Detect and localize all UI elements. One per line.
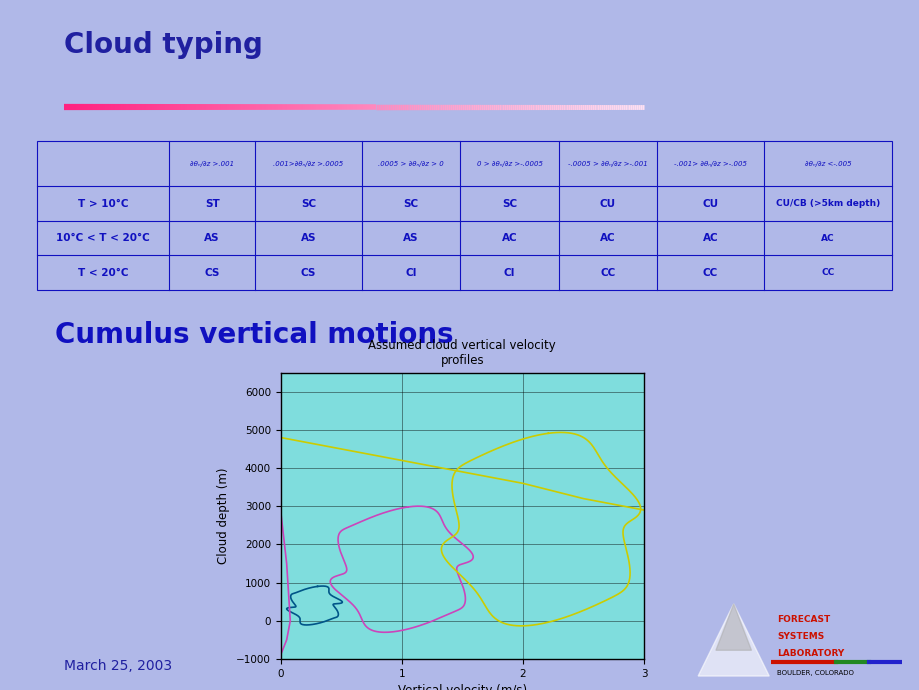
Text: AC: AC xyxy=(599,233,615,243)
Text: LABORATORY: LABORATORY xyxy=(777,649,844,658)
Text: 10°C < T < 20°C: 10°C < T < 20°C xyxy=(56,233,150,243)
Text: AC: AC xyxy=(702,233,718,243)
Text: March 25, 2003: March 25, 2003 xyxy=(64,659,173,673)
Text: FORECAST: FORECAST xyxy=(777,615,830,624)
Text: AC: AC xyxy=(821,233,834,243)
Text: SYSTEMS: SYSTEMS xyxy=(777,632,823,641)
Text: CS: CS xyxy=(204,268,220,277)
Text: BOULDER, COLORADO: BOULDER, COLORADO xyxy=(777,670,854,676)
Text: AS: AS xyxy=(204,233,220,243)
Polygon shape xyxy=(698,604,768,676)
Polygon shape xyxy=(715,604,751,650)
Text: .0005 > ∂θₙ/∂z > 0: .0005 > ∂θₙ/∂z > 0 xyxy=(378,161,444,167)
Text: SC: SC xyxy=(502,199,516,208)
Text: CI: CI xyxy=(504,268,515,277)
Text: CU/CB (>5km depth): CU/CB (>5km depth) xyxy=(776,199,879,208)
Y-axis label: Cloud depth (m): Cloud depth (m) xyxy=(217,468,230,564)
Text: CC: CC xyxy=(599,268,615,277)
Text: ∂θₙ/∂z <-.005: ∂θₙ/∂z <-.005 xyxy=(804,161,851,167)
Text: -.001> ∂θₙ/∂z >-.005: -.001> ∂θₙ/∂z >-.005 xyxy=(674,161,746,167)
Text: SC: SC xyxy=(403,199,418,208)
Text: CC: CC xyxy=(821,268,834,277)
Bar xyxy=(37,141,891,290)
Text: Cloud typing: Cloud typing xyxy=(64,31,263,59)
Title: Assumed cloud vertical velocity
profiles: Assumed cloud vertical velocity profiles xyxy=(368,339,556,367)
Text: SC: SC xyxy=(301,199,315,208)
Text: CI: CI xyxy=(405,268,416,277)
Text: CS: CS xyxy=(301,268,316,277)
Text: CU: CU xyxy=(702,199,718,208)
X-axis label: Vertical velocity (m/s): Vertical velocity (m/s) xyxy=(397,684,527,690)
Text: .001>∂θₙ/∂z >.0005: .001>∂θₙ/∂z >.0005 xyxy=(273,161,343,167)
Text: T > 10°C: T > 10°C xyxy=(78,199,129,208)
Text: T < 20°C: T < 20°C xyxy=(78,268,129,277)
Text: -.0005 > ∂θₙ/∂z >-.001: -.0005 > ∂θₙ/∂z >-.001 xyxy=(567,161,647,167)
Text: AS: AS xyxy=(301,233,316,243)
Text: Cumulus vertical motions: Cumulus vertical motions xyxy=(55,321,453,349)
Text: 0 > ∂θₙ/∂z >-.0005: 0 > ∂θₙ/∂z >-.0005 xyxy=(476,161,542,167)
Text: AC: AC xyxy=(501,233,516,243)
Text: CU: CU xyxy=(599,199,616,208)
Text: AS: AS xyxy=(403,233,418,243)
Text: ST: ST xyxy=(205,199,220,208)
Text: CC: CC xyxy=(702,268,718,277)
Text: ∂θₙ/∂z >.001: ∂θₙ/∂z >.001 xyxy=(190,161,234,167)
